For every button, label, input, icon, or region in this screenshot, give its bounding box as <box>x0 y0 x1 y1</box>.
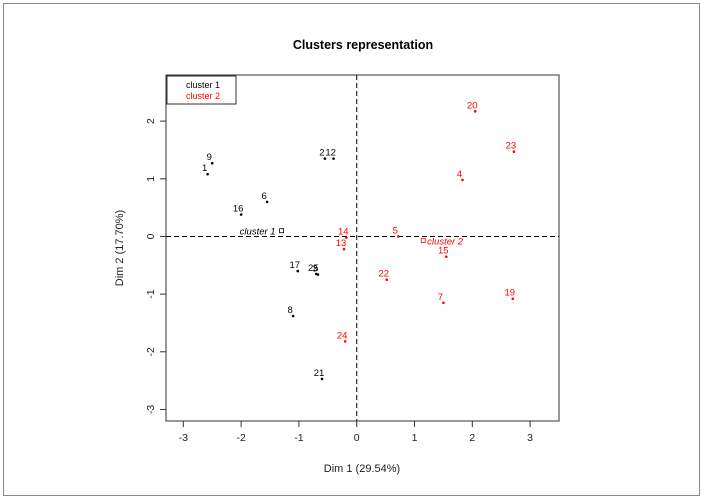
point-label: 23 <box>506 141 517 152</box>
y-tick-label: 0 <box>145 233 157 239</box>
data-point <box>265 200 269 204</box>
point-label: 20 <box>467 100 478 111</box>
chart-title: Clusters representation <box>293 38 433 52</box>
point-label: 7 <box>438 292 443 303</box>
x-tick-label: 0 <box>354 432 360 444</box>
data-point <box>397 235 400 238</box>
x-tick-label: 2 <box>469 432 475 444</box>
plot-area-border <box>165 74 560 422</box>
point-label: 22 <box>378 269 389 280</box>
data-point <box>442 301 445 305</box>
data-point <box>210 161 214 165</box>
point-label: 4 <box>457 169 462 180</box>
point-label: 3 <box>312 264 317 275</box>
data-point <box>332 157 335 160</box>
legend-entry: cluster 2 <box>186 91 220 101</box>
data-point <box>291 314 295 318</box>
point-label: 15 <box>438 246 449 257</box>
data-point <box>343 340 347 343</box>
chart-frame <box>3 3 700 496</box>
data-point <box>461 178 464 182</box>
point-label: 25 <box>308 263 319 274</box>
legend-box <box>166 75 237 105</box>
legend-entry: cluster 1 <box>186 80 220 90</box>
point-label: 1 <box>202 163 207 174</box>
point-label: 17 <box>289 260 300 271</box>
x-tick-label: -1 <box>294 432 303 444</box>
point-label: 9 <box>207 152 212 163</box>
data-point <box>342 247 346 251</box>
point-label: 16 <box>233 204 244 215</box>
centroid-label: cluster 2 <box>427 237 464 248</box>
point-label: 8 <box>287 305 292 316</box>
data-point <box>323 157 327 160</box>
y-axis-label: Dim 2 (17.70%) <box>114 210 126 286</box>
data-point <box>296 269 300 273</box>
x-tick-label: -2 <box>236 432 245 444</box>
data-point <box>320 377 324 381</box>
point-label: 5 <box>393 225 398 236</box>
point-label: 14 <box>338 227 349 238</box>
data-point <box>206 172 209 176</box>
point-label: 13 <box>336 238 347 249</box>
y-tick-label: -2 <box>145 347 157 356</box>
y-tick-label: -1 <box>145 289 157 298</box>
point-label: 19 <box>504 288 515 299</box>
data-point <box>473 110 477 113</box>
data-point <box>445 255 448 258</box>
centroid-label: cluster 1 <box>240 227 276 238</box>
x-tick-label: 3 <box>527 432 533 444</box>
centroid-marker <box>420 238 426 243</box>
y-tick-label: -3 <box>145 405 157 414</box>
y-tick-label: 2 <box>145 118 157 124</box>
x-axis-label: Dim 1 (29.54%) <box>324 463 400 475</box>
data-point <box>345 236 348 239</box>
data-point <box>316 273 320 276</box>
data-point <box>512 150 516 153</box>
data-point <box>239 213 243 216</box>
centroid-marker <box>279 228 284 234</box>
data-point <box>385 278 389 282</box>
x-tick-label: 1 <box>412 432 418 444</box>
point-label: 2 <box>319 148 324 159</box>
point-label: 12 <box>325 148 336 159</box>
point-label: 6 <box>261 191 266 202</box>
point-label: 24 <box>337 330 348 341</box>
y-tick-label: 1 <box>145 176 157 182</box>
data-point <box>511 297 515 301</box>
point-label: 21 <box>314 368 325 379</box>
x-tick-label: -3 <box>179 432 188 444</box>
